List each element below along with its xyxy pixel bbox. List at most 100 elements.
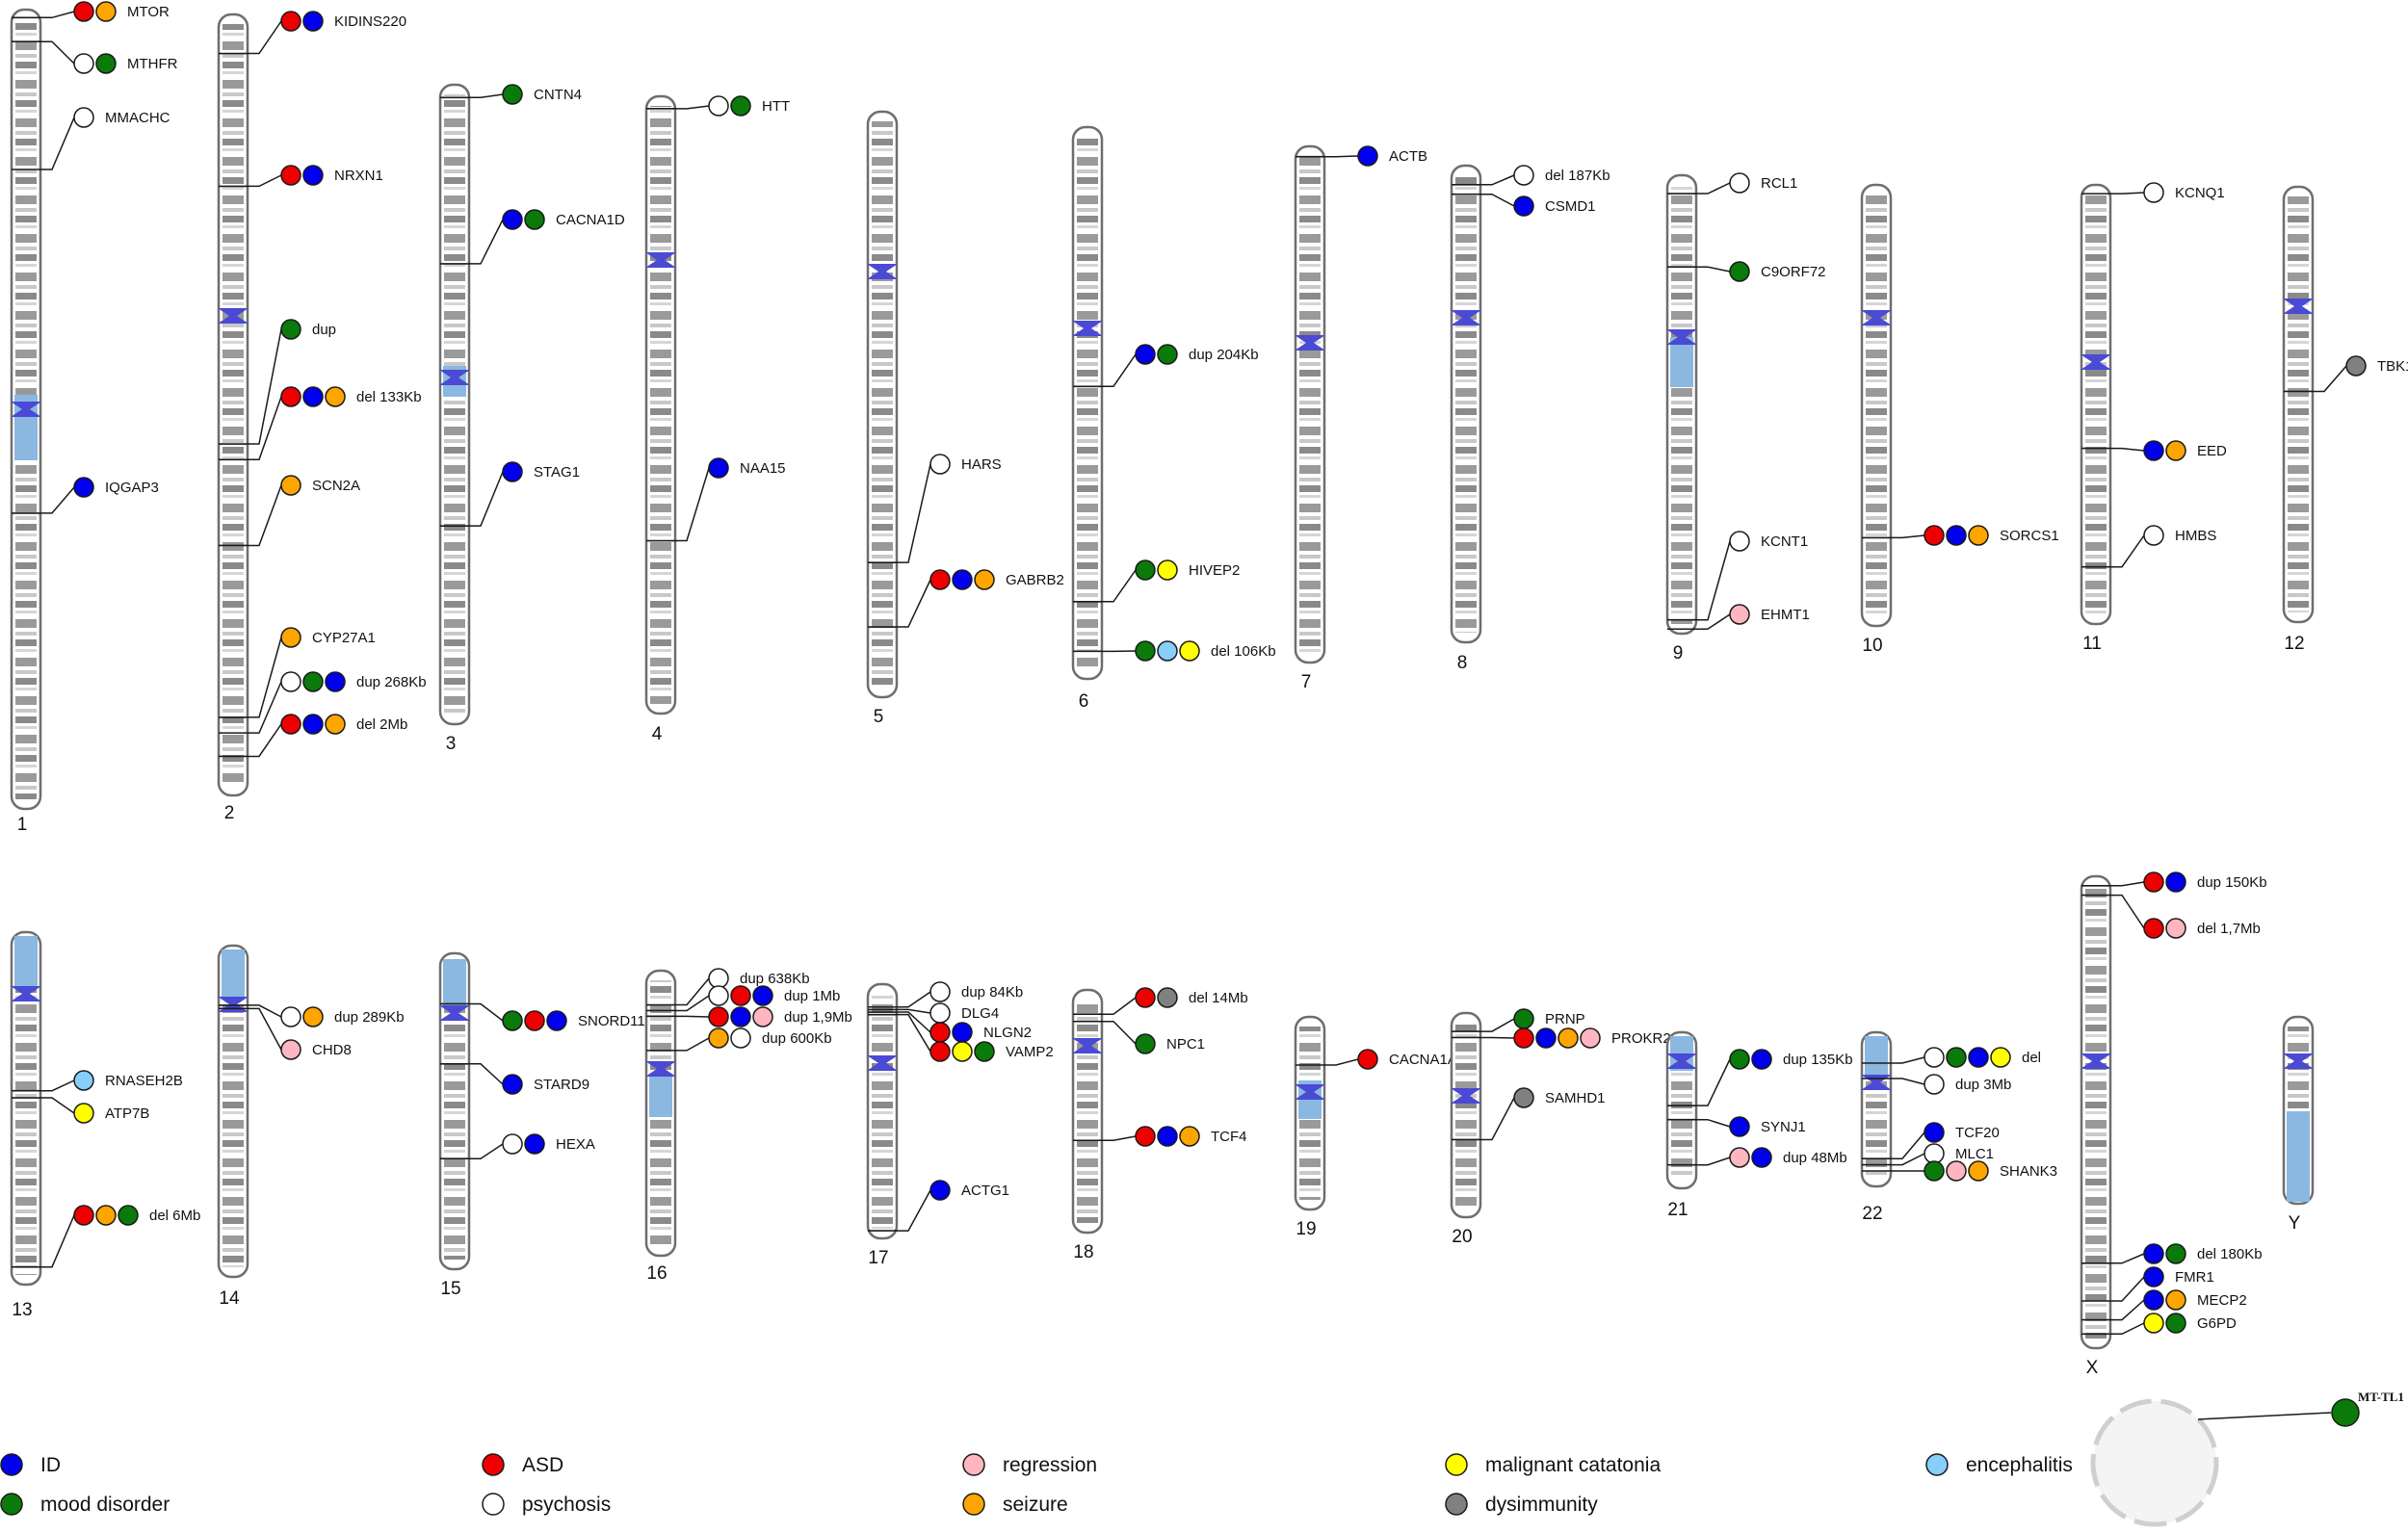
legend-swatch — [962, 1453, 985, 1476]
centromere — [867, 264, 898, 279]
locus-marker: dup 1,9Mb — [646, 1006, 852, 1027]
leader-line — [897, 991, 931, 1008]
locus-label: dup 1,9Mb — [784, 1009, 852, 1026]
locus-label: STAG1 — [534, 464, 580, 481]
locus-label: DLG4 — [961, 1005, 999, 1022]
legend-item-regression: regression — [962, 1453, 1097, 1476]
locus-label: CACNA1D — [556, 212, 625, 228]
chromosome-number: 21 — [1667, 1200, 1688, 1220]
locus-marker: dup 48Mb — [1667, 1147, 1847, 1168]
category-dot — [1729, 531, 1750, 552]
locus-marker: del 187Kb — [1452, 165, 1610, 186]
locus-label: TCF4 — [1211, 1129, 1247, 1145]
category-dot — [708, 95, 729, 117]
chromosome-4: 4 HTT NAA15 — [644, 94, 790, 744]
leader-line — [2313, 365, 2347, 393]
locus-marker: dup 600Kb — [646, 1027, 832, 1052]
locus-marker: MTHFR — [12, 40, 178, 74]
chromosome-bands — [2288, 196, 2309, 612]
legend-swatch — [962, 1493, 985, 1516]
category-dot — [708, 1027, 729, 1049]
locus-label: ATP7B — [105, 1105, 149, 1122]
chromosome-number: 8 — [1457, 653, 1468, 673]
leader-line — [1891, 1056, 1925, 1064]
locus-label: del 106Kb — [1211, 643, 1276, 660]
chromosome-bands — [1671, 1042, 1692, 1179]
locus-marker: PROKR2 — [1452, 1027, 1671, 1049]
locus-label: del 6Mb — [149, 1208, 200, 1224]
locus-marker: SAMHD1 — [1452, 1087, 1606, 1141]
locus-label: del 133Kb — [356, 389, 422, 405]
locus-label: dup 268Kb — [356, 674, 427, 690]
chromosome-bands — [444, 94, 465, 715]
leader-line — [1891, 1153, 1925, 1166]
heterochromatin-block — [222, 949, 245, 998]
locus-label: CACNA1A — [1389, 1052, 1457, 1068]
leader-line — [2110, 1322, 2145, 1336]
locus-label: CYP27A1 — [312, 630, 376, 646]
category-dot — [1135, 344, 1156, 365]
chromosome-number: 22 — [1862, 1204, 1882, 1224]
locus-marker: ACTB — [1296, 145, 1427, 167]
leader-line — [1102, 1021, 1137, 1045]
category-dot — [708, 968, 729, 989]
chromosome-bands — [1455, 175, 1477, 633]
locus-marker: NAA15 — [646, 457, 786, 542]
centromere — [645, 252, 676, 268]
locus-label: del 187Kb — [1545, 168, 1610, 184]
leader-line — [40, 1214, 75, 1268]
locus-marker: SNORD115 — [440, 1002, 653, 1031]
locus-marker: MECP2 — [2081, 1289, 2247, 1321]
chromosome-number: 20 — [1452, 1227, 1472, 1247]
category-dot — [95, 1, 117, 22]
category-dot — [2165, 1289, 2186, 1311]
category-dot — [2143, 871, 2164, 893]
category-dot — [524, 1133, 545, 1155]
category-dot — [1357, 1049, 1378, 1070]
centromere — [1072, 1038, 1103, 1053]
category-dot — [502, 1074, 523, 1095]
category-dot — [95, 53, 117, 74]
locus-marker: FMR1 — [2081, 1266, 2214, 1302]
locus-label: HMBS — [2175, 528, 2216, 544]
chromosome-bands — [1077, 1000, 1098, 1223]
leader-line — [675, 995, 710, 1012]
centromere — [1451, 1088, 1481, 1104]
leader-line — [897, 1011, 931, 1033]
category-dot — [302, 11, 324, 32]
locus-marker: SYNJ1 — [1667, 1116, 1806, 1137]
centromere — [867, 1055, 898, 1071]
chromosome-number: 1 — [17, 815, 28, 835]
locus-marker: TCF4 — [1073, 1126, 1247, 1147]
locus-label: HTT — [762, 98, 790, 115]
category-dot — [302, 714, 324, 735]
legend-item-psychosis: psychosis — [482, 1493, 611, 1516]
centromere — [439, 370, 470, 385]
leader-line — [40, 40, 75, 65]
category-dot — [708, 457, 729, 479]
locus-label: dup 1Mb — [784, 988, 840, 1004]
category-dot — [1751, 1049, 1772, 1070]
leader-line — [40, 117, 75, 170]
leader-line — [675, 1037, 710, 1052]
leader-line — [1696, 1118, 1731, 1128]
chromosome-15: 15 SNORD115 STARD9 HEXA — [438, 951, 653, 1299]
locus-label: EHMT1 — [1761, 607, 1810, 623]
category-dot — [1968, 525, 1989, 546]
centromere — [1451, 310, 1481, 325]
category-dot — [929, 1022, 951, 1043]
leader-line — [675, 1015, 710, 1018]
chromosome-number: Y — [2289, 1213, 2301, 1234]
locus-label: KIDINS220 — [334, 13, 406, 30]
leader-line — [248, 328, 282, 445]
category-dot — [1557, 1027, 1579, 1049]
chromosome-number: 2 — [224, 803, 235, 823]
locus-label: dup 600Kb — [762, 1030, 832, 1047]
leader-line — [1696, 540, 1731, 621]
leader-line — [469, 1002, 504, 1022]
chromosome-20: 20 PRNP PROKR2 SAMHD1 — [1450, 1008, 1671, 1247]
category-dot — [73, 53, 94, 74]
locus-marker: dup 204Kb — [1073, 344, 1259, 388]
heterochromatin-block — [2287, 1111, 2310, 1202]
chromosome-5: 5 HARS GABRB2 — [866, 110, 1064, 727]
